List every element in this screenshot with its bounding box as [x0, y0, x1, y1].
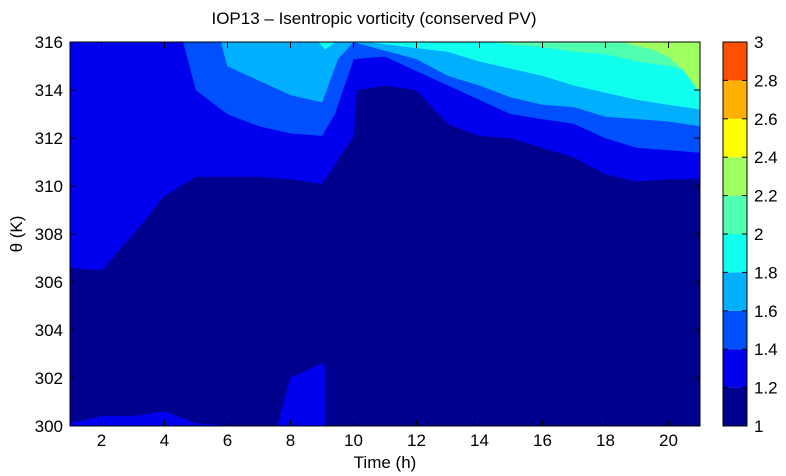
y-tick-label: 314 — [35, 81, 63, 100]
colorbar-tick-label: 3 — [754, 33, 763, 52]
x-tick-label: 20 — [659, 431, 678, 450]
y-tick-label: 304 — [35, 321, 63, 340]
colorbar-tick-label: 2.8 — [754, 71, 778, 90]
x-axis: 2 4 6 8 10 12 14 16 18 20 — [97, 42, 678, 450]
y-tick-label: 308 — [35, 225, 63, 244]
x-tick-label: 14 — [470, 431, 489, 450]
plot-area — [69, 41, 701, 427]
colorbar-tick-label: 2 — [754, 225, 763, 244]
y-tick-label: 302 — [35, 369, 63, 388]
colorbar: 1 1.2 1.4 1.6 1.8 2 2.2 2.4 2.6 2.8 3 — [722, 33, 778, 436]
colorbar-tick-label: 1.4 — [754, 340, 778, 359]
colorbar-swatch — [723, 310, 747, 350]
y-tick-label: 310 — [35, 177, 63, 196]
colorbar-swatch — [723, 42, 747, 81]
contour-band-1.8 — [224, 41, 701, 110]
x-tick-label: 6 — [223, 431, 232, 450]
y-axis: 300 302 304 306 308 310 312 314 316 — [35, 33, 700, 436]
y-tick-label: 306 — [35, 273, 63, 292]
colorbar-tick-label: 1.8 — [754, 263, 778, 282]
colorbar-swatch — [723, 234, 747, 273]
colorbar-tick-label: 1 — [754, 417, 763, 436]
colorbar-swatch — [723, 118, 747, 158]
colorbar-swatch — [723, 387, 747, 426]
colorbar-tick-label: 2.2 — [754, 187, 778, 206]
x-tick-label: 10 — [344, 431, 363, 450]
y-tick-label: 312 — [35, 129, 63, 148]
x-axis-label: Time (h) — [354, 453, 417, 472]
y-tick-label: 300 — [35, 417, 63, 436]
x-tick-label: 18 — [596, 431, 615, 450]
colorbar-swatch — [723, 80, 747, 119]
colorbar-swatch — [723, 157, 747, 196]
y-tick-label: 316 — [35, 33, 63, 52]
x-tick-label: 12 — [407, 431, 426, 450]
colorbar-swatch — [723, 195, 747, 234]
x-tick-label: 2 — [97, 431, 106, 450]
chart-title: IOP13 – Isentropic vorticity (conserved … — [211, 9, 536, 28]
x-tick-label: 8 — [286, 431, 295, 450]
x-tick-label: 16 — [533, 431, 552, 450]
colorbar-tick-label: 2.6 — [754, 110, 778, 129]
colorbar-tick-label: 1.6 — [754, 302, 778, 321]
colorbar-swatch — [723, 349, 747, 388]
colorbar-tick-label: 1.2 — [754, 379, 778, 398]
y-axis-label: θ (K) — [7, 216, 26, 253]
x-tick-label: 4 — [160, 431, 169, 450]
colorbar-swatch — [723, 272, 747, 311]
colorbar-tick-label: 2.4 — [754, 148, 778, 167]
